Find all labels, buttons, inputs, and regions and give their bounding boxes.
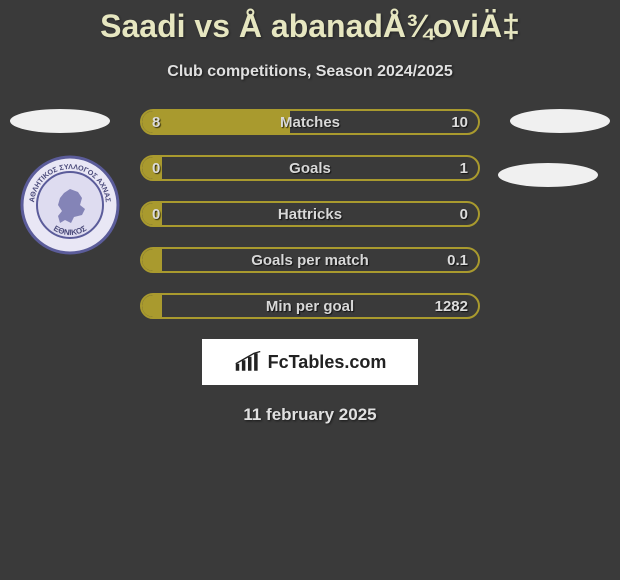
stat-label: Goals: [142, 160, 478, 177]
chart-bars-icon: [234, 351, 262, 373]
stat-bar: 0Goals1: [140, 155, 480, 181]
stat-label: Hattricks: [142, 206, 478, 223]
stat-bar: Goals per match0.1: [140, 247, 480, 273]
player-right-placeholder: [510, 109, 610, 133]
club-left-badge: ΑΘΛΗΤΙΚΟΣ ΣΥΛΛΟΓΟΣ ΑΧΝΑΣ ΕΘΝΙΚΟΣ: [20, 155, 120, 255]
stat-bar: 8Matches10: [140, 109, 480, 135]
stat-label: Goals per match: [142, 252, 478, 269]
player-left-placeholder: [10, 109, 110, 133]
stat-right-value: 1: [460, 160, 468, 177]
stat-right-value: 1282: [435, 298, 468, 315]
club-right-placeholder: [498, 163, 598, 187]
stat-label: Min per goal: [142, 298, 478, 315]
stat-right-value: 10: [451, 114, 468, 131]
stat-right-value: 0.1: [447, 252, 468, 269]
subtitle: Club competitions, Season 2024/2025: [0, 63, 620, 81]
stat-bar: 0Hattricks0: [140, 201, 480, 227]
date-text: 11 february 2025: [0, 405, 620, 425]
watermark: FcTables.com: [202, 339, 418, 385]
page-title: Saadi vs Å abanadÅ¾oviÄ‡: [0, 0, 620, 45]
stat-right-value: 0: [460, 206, 468, 223]
stat-bar: Min per goal1282: [140, 293, 480, 319]
comparison-arena: ΑΘΛΗΤΙΚΟΣ ΣΥΛΛΟΓΟΣ ΑΧΝΑΣ ΕΘΝΙΚΟΣ 8Matche…: [0, 109, 620, 319]
watermark-text: FcTables.com: [268, 352, 387, 373]
stat-bars: 8Matches100Goals10Hattricks0Goals per ma…: [140, 109, 480, 319]
stat-label: Matches: [142, 114, 478, 131]
